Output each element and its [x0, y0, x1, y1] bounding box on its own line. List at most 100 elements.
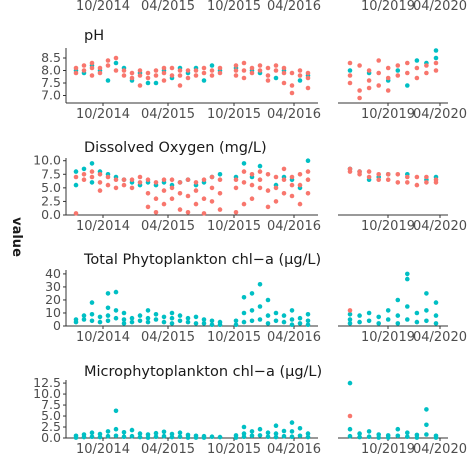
- x-tick-label: 04/2016: [267, 330, 321, 345]
- data-point-coral: [273, 185, 279, 191]
- y-tick-label: 30: [45, 279, 61, 294]
- data-point-teal: [405, 271, 410, 277]
- data-point-coral: [385, 75, 391, 81]
- data-point-teal: [73, 169, 79, 174]
- data-point-coral: [414, 65, 420, 71]
- data-point-coral: [357, 63, 362, 68]
- data-point-teal: [201, 317, 207, 322]
- data-point-coral: [137, 68, 143, 73]
- data-point-coral: [217, 207, 223, 212]
- data-point-teal: [405, 304, 410, 309]
- data-point-teal: [265, 297, 271, 303]
- data-point-coral: [257, 169, 263, 174]
- data-point-teal: [265, 313, 271, 318]
- x-tick-label: 10/2014: [76, 219, 130, 234]
- data-point-coral: [395, 180, 401, 185]
- data-point-coral: [153, 210, 159, 215]
- data-point-coral: [241, 68, 247, 73]
- data-point-coral: [405, 174, 410, 180]
- data-point-coral: [376, 172, 382, 177]
- data-point-teal: [129, 427, 135, 433]
- data-point-coral: [137, 174, 143, 180]
- data-point-teal: [121, 317, 127, 322]
- data-point-teal: [405, 434, 410, 440]
- data-point-teal: [385, 435, 391, 440]
- x-tick-label: 10/2015: [207, 330, 261, 345]
- data-point-teal: [273, 75, 279, 81]
- data-point-teal: [185, 435, 191, 440]
- data-point-coral: [105, 174, 111, 180]
- x-tick-label: 10/2015: [207, 107, 261, 122]
- data-point-teal: [81, 166, 87, 172]
- data-point-teal: [424, 318, 429, 324]
- data-point-teal: [281, 319, 287, 325]
- data-point-teal: [305, 318, 311, 324]
- data-point-coral: [193, 188, 199, 193]
- data-point-teal: [257, 163, 263, 169]
- data-point-teal: [89, 312, 95, 317]
- top-x-tick-label: 10/2015: [207, 0, 261, 14]
- data-point-teal: [145, 319, 151, 325]
- data-point-teal: [177, 430, 183, 436]
- data-point-teal: [97, 314, 103, 320]
- data-point-teal: [89, 434, 95, 440]
- data-point-teal: [105, 291, 111, 296]
- data-point-teal: [281, 313, 287, 318]
- data-point-teal: [169, 310, 175, 316]
- data-point-teal: [289, 429, 295, 434]
- data-point-teal: [233, 435, 239, 440]
- data-point-coral: [209, 199, 215, 204]
- data-point-coral: [217, 65, 223, 71]
- data-point-teal: [297, 321, 303, 326]
- data-point-teal: [297, 426, 303, 431]
- data-point-teal: [281, 433, 287, 439]
- data-point-teal: [249, 429, 255, 434]
- data-point-coral: [145, 177, 151, 182]
- data-point-coral: [305, 85, 311, 91]
- data-point-teal: [241, 424, 247, 430]
- chart-panels: pH7.07.58.08.510/2014 04/2015 10/2015 04/20…: [33, 28, 467, 457]
- data-point-teal: [105, 78, 111, 83]
- panel-title: Microphytoplankton chl−a (μg/L): [84, 364, 322, 380]
- data-point-teal: [414, 58, 420, 63]
- data-point-coral: [385, 177, 391, 182]
- data-point-coral: [385, 88, 391, 93]
- data-point-teal: [289, 308, 295, 313]
- data-point-teal: [145, 308, 151, 313]
- data-point-coral: [145, 204, 151, 210]
- data-point-teal: [414, 435, 420, 440]
- data-point-coral: [241, 169, 247, 174]
- data-point-teal: [129, 433, 135, 439]
- data-point-coral: [97, 180, 103, 185]
- data-point-coral: [424, 180, 429, 185]
- data-point-teal: [161, 429, 167, 435]
- data-point-coral: [289, 193, 295, 199]
- data-point-coral: [347, 413, 353, 419]
- data-point-coral: [414, 174, 420, 180]
- data-point-teal: [161, 433, 167, 439]
- data-point-teal: [347, 312, 353, 317]
- data-point-teal: [357, 434, 362, 440]
- data-point-teal: [281, 428, 287, 434]
- data-point-coral: [273, 68, 279, 73]
- data-point-coral: [281, 191, 287, 196]
- x-tick-label: 10/2014: [76, 107, 130, 122]
- data-point-coral: [185, 193, 191, 199]
- data-point-teal: [161, 314, 167, 320]
- data-point-teal: [241, 310, 247, 316]
- data-point-teal: [366, 429, 372, 434]
- data-point-coral: [217, 191, 223, 196]
- data-point-coral: [249, 172, 255, 177]
- data-point-teal: [297, 78, 303, 83]
- x-tick-label: 10/2019: [361, 219, 415, 234]
- data-point-teal: [257, 282, 263, 287]
- data-point-coral: [145, 191, 151, 196]
- data-point-teal: [257, 304, 263, 309]
- data-point-teal: [153, 434, 159, 440]
- data-point-coral: [305, 177, 311, 182]
- data-point-coral: [89, 65, 95, 71]
- top-x-tick-label: 04/2020: [413, 0, 467, 14]
- data-point-coral: [249, 182, 255, 188]
- data-point-coral: [281, 177, 287, 182]
- data-point-teal: [265, 430, 271, 436]
